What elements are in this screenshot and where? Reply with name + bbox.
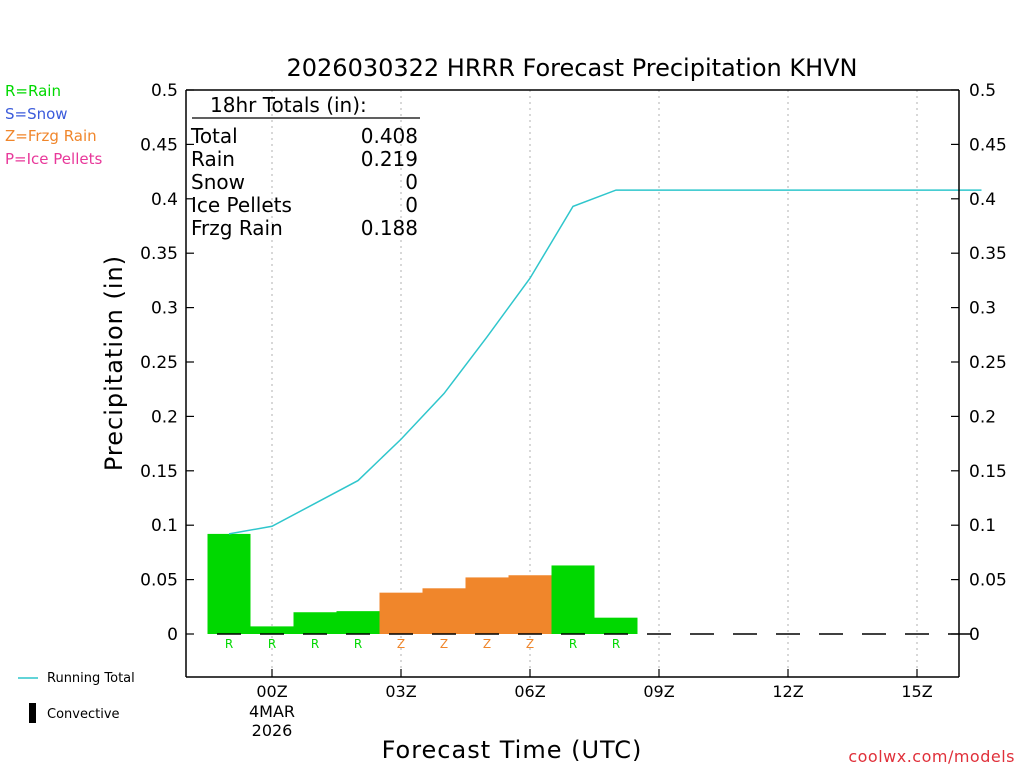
y-tick-label-left: 0.4 [151,190,178,210]
precip-type-label: R [569,637,577,651]
bottom-legend: Running Total Convective [18,671,135,723]
legend-convective-label: Convective [47,707,120,722]
x-tick-label: 09Z [643,682,674,701]
y-tick-label-left: 0 [167,625,178,645]
precip-type-label: Z [397,637,405,651]
totals-value-snow: 0 [405,170,418,194]
legend-ice-pellets: P=Ice Pellets [5,150,102,168]
precip-type-label: Z [483,637,491,651]
x-tick-label: 15Z [901,682,932,701]
running-total-series [228,189,982,535]
precip-type-label: R [225,637,233,651]
y-tick-label-left: 0.2 [151,407,178,427]
y-tick-label-left: 0.05 [140,571,178,591]
precip-bar [465,577,509,634]
type-legend: R=Rain S=Snow Z=Frzg Rain P=Ice Pellets [5,82,102,168]
totals-label-snow: Snow [191,170,245,194]
totals-label-frzg-rain: Frzg Rain [191,216,283,240]
legend-snow: S=Snow [5,105,68,123]
y-tick-label-left: 0.45 [140,135,178,155]
precip-type-label: Z [526,637,534,651]
precip-bar [594,617,638,634]
y-tick-label-left: 0.1 [151,516,178,536]
x-date-label: 2026 [252,721,293,740]
precip-bar [207,533,251,634]
precip-bar [422,588,466,634]
totals-label-total: Total [190,124,238,148]
y-tick-label-right: 0.45 [969,135,1007,155]
precip-bar [508,575,552,634]
precip-bar [250,626,294,634]
precip-type-label: R [268,637,276,651]
y-tick-label-left: 0.25 [140,353,178,373]
precip-type-label: R [311,637,319,651]
totals-value-total: 0.408 [361,124,418,148]
x-tick-label: 00Z [256,682,287,701]
y-tick-label-left: 0.15 [140,462,178,482]
watermark: coolwx.com/models [848,747,1015,766]
y-tick-label-right: 0.15 [969,462,1007,482]
y-tick-label-right: 0.1 [969,516,996,536]
y-tick-label-right: 0.3 [969,299,996,319]
precip-bar [336,611,380,634]
y-tick-label-left: 0.5 [151,81,178,101]
precip-bar [293,612,337,634]
grid-lines [271,90,918,677]
y-tick-label-left: 0.3 [151,299,178,319]
y-tick-label-right: 0.35 [969,244,1007,264]
legend-running-total-label: Running Total [47,671,135,686]
precip-bar [551,565,595,634]
precip-type-label: R [612,637,620,651]
axes: 0 00.05 0.050.1 0.10.15 0.150.2 0.20.25 0.250.… [140,81,1007,740]
totals-value-rain: 0.219 [361,147,418,171]
totals-label-rain: Rain [191,147,235,171]
x-axis-label: Forecast Time (UTC) [382,736,643,764]
legend-rain: R=Rain [5,82,61,100]
y-tick-label-right: 0.25 [969,353,1007,373]
y-axis-label: Precipitation (in) [100,255,128,471]
y-tick-label-right: 0.4 [969,190,996,210]
running-total-line [228,189,982,535]
precip-bar [379,592,423,634]
totals-value-ice-pellets: 0 [405,193,418,217]
x-tick-label: 06Z [514,682,545,701]
totals-box: 18hr Totals (in): Total 0.408 Rain 0.219… [190,93,420,240]
y-tick-label-left: 0.35 [140,244,178,264]
x-tick-label: 12Z [772,682,803,701]
legend-frzg-rain: Z=Frzg Rain [5,127,97,145]
y-tick-label-right: 0 [969,625,980,645]
y-tick-label-right: 0.05 [969,571,1007,591]
precip-type-label: Z [440,637,448,651]
precip-type-label: R [354,637,362,651]
chart-title: 2026030322 HRRR Forecast Precipitation K… [286,54,857,82]
totals-header: 18hr Totals (in): [210,93,367,117]
totals-label-ice-pellets: Ice Pellets [191,193,292,217]
x-tick-label: 03Z [385,682,416,701]
totals-value-frzg-rain: 0.188 [361,216,418,240]
y-tick-label-right: 0.5 [969,81,996,101]
y-tick-label-right: 0.2 [969,407,996,427]
x-date-label: 4MAR [249,702,295,721]
precip-bars [207,533,638,634]
legend-convective-swatch [29,703,36,723]
